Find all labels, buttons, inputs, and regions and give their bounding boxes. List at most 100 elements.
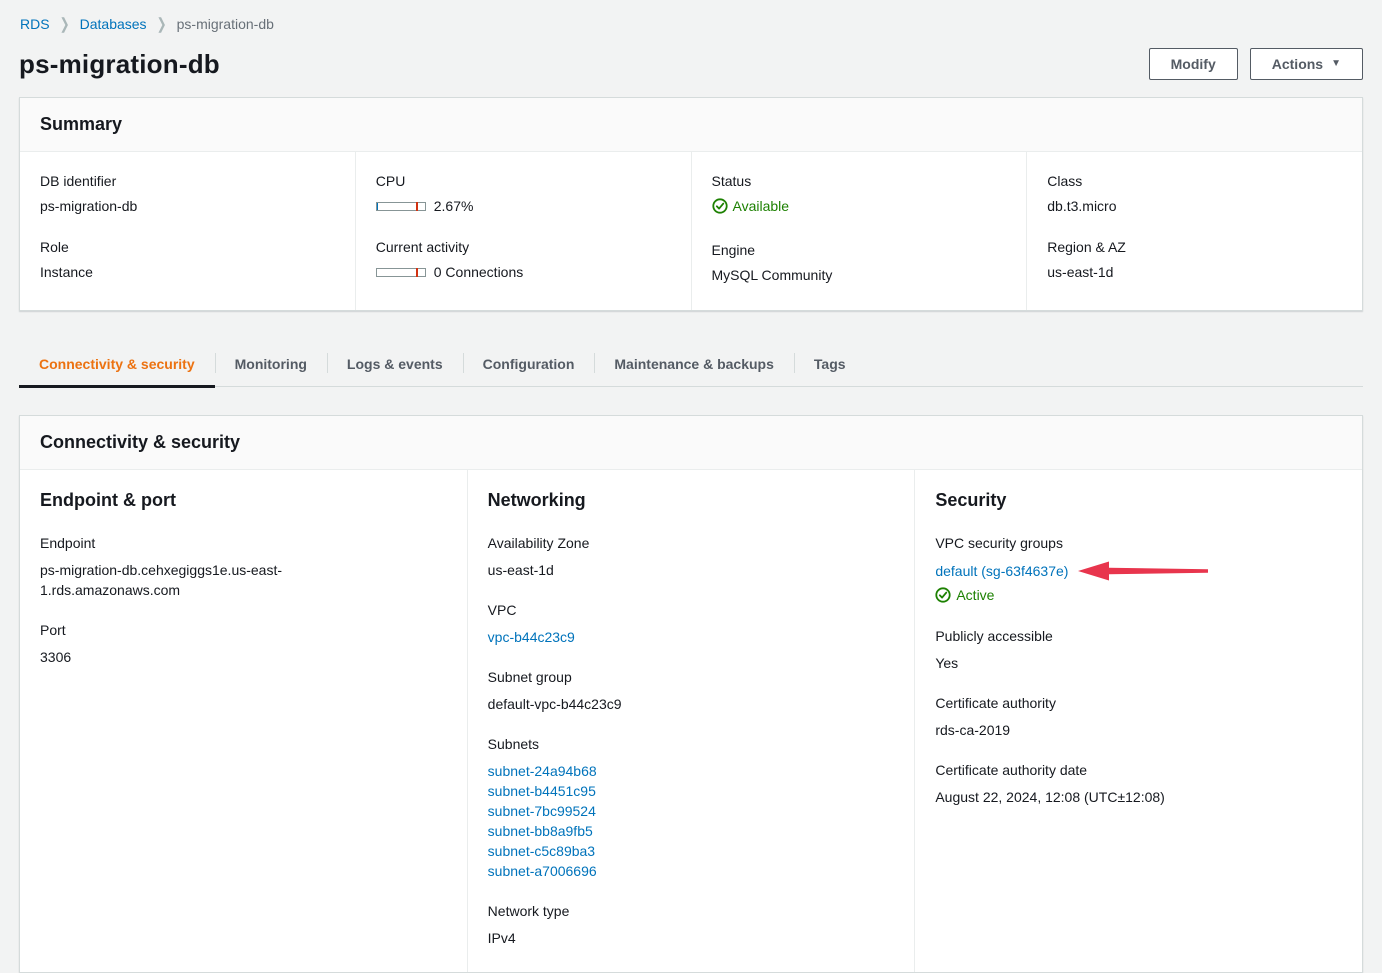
availability-zone-value: us-east-1d	[488, 560, 778, 580]
endpoint-port-heading: Endpoint & port	[40, 488, 447, 512]
field-subnet-group: Subnet group default-vpc-b44c23c9	[488, 668, 895, 714]
breadcrumb-link-databases[interactable]: Databases	[80, 16, 147, 32]
field-label: Publicly accessible	[935, 627, 1342, 645]
tab-maintenance-backups[interactable]: Maintenance & backups	[594, 344, 794, 386]
field-certificate-authority-date: Certificate authority date August 22, 20…	[935, 761, 1342, 807]
field-label: Engine	[712, 241, 1007, 259]
connections-gauge-row: 0 Connections	[376, 263, 671, 281]
tab-logs-events[interactable]: Logs & events	[327, 344, 463, 386]
caret-down-icon: ▼	[1331, 59, 1341, 69]
field-current-activity: Current activity 0 Connections	[376, 238, 671, 281]
tab-connectivity-security[interactable]: Connectivity & security	[19, 344, 215, 386]
field-engine: Engine MySQL Community	[712, 241, 1007, 284]
subnet-link[interactable]: subnet-c5c89ba3	[488, 841, 778, 861]
field-region-az: Region & AZ us-east-1d	[1047, 238, 1342, 281]
summary-col-utilization: CPU 2.67% Current activity	[355, 152, 691, 310]
tab-configuration[interactable]: Configuration	[463, 344, 595, 386]
field-label: VPC security groups	[935, 534, 1342, 552]
sg-status-badge: Active	[935, 587, 994, 603]
connectivity-panel-header: Connectivity & security	[20, 416, 1362, 470]
field-label: Current activity	[376, 238, 671, 256]
actions-button[interactable]: Actions ▼	[1250, 48, 1363, 80]
summary-grid: DB identifier ps-migration-db Role Insta…	[20, 152, 1362, 310]
connections-gauge-tick	[416, 268, 418, 277]
cpu-gauge-row: 2.67%	[376, 197, 671, 215]
field-label: DB identifier	[40, 172, 335, 190]
endpoint-value: ps-migration-db.cehxegiggs1e.us-east-1.r…	[40, 560, 330, 600]
tab-tags[interactable]: Tags	[794, 344, 866, 386]
field-label: Endpoint	[40, 534, 447, 552]
field-value: us-east-1d	[1047, 263, 1342, 281]
field-label: Certificate authority date	[935, 761, 1342, 779]
red-arrow-annotation-icon	[1078, 560, 1210, 582]
header-actions: Modify Actions ▼	[1149, 48, 1363, 80]
subnet-list: subnet-24a94b68 subnet-b4451c95 subnet-7…	[488, 761, 778, 881]
publicly-accessible-value: Yes	[935, 653, 1225, 673]
summary-col-identity: DB identifier ps-migration-db Role Insta…	[20, 152, 355, 310]
field-vpc: VPC vpc-b44c23c9	[488, 601, 895, 647]
connections-value: 0 Connections	[434, 263, 524, 281]
field-class: Class db.t3.micro	[1047, 172, 1342, 215]
security-column: Security VPC security groups default (sg…	[914, 470, 1362, 972]
field-role: Role Instance	[40, 238, 335, 281]
page-header: ps-migration-db Modify Actions ▼	[19, 48, 1363, 80]
field-label: Region & AZ	[1047, 238, 1342, 256]
security-group-link[interactable]: default (sg-63f4637e)	[935, 561, 1068, 581]
field-availability-zone: Availability Zone us-east-1d	[488, 534, 895, 580]
summary-col-status: Status Available Engine MySQL Commun	[691, 152, 1027, 310]
connections-gauge	[376, 268, 426, 277]
summary-panel: Summary DB identifier ps-migration-db Ro…	[19, 97, 1363, 311]
field-label: VPC	[488, 601, 895, 619]
port-value: 3306	[40, 647, 330, 667]
network-type-value: IPv4	[488, 928, 778, 948]
field-label: Role	[40, 238, 335, 256]
connectivity-grid: Endpoint & port Endpoint ps-migration-db…	[20, 470, 1362, 972]
breadcrumb-link-rds[interactable]: RDS	[20, 16, 50, 32]
chevron-right-icon: ❯	[60, 15, 70, 33]
tab-monitoring[interactable]: Monitoring	[215, 344, 327, 386]
security-heading: Security	[935, 488, 1342, 512]
field-subnets: Subnets subnet-24a94b68 subnet-b4451c95 …	[488, 735, 895, 881]
field-value: db.t3.micro	[1047, 197, 1342, 215]
summary-col-class: Class db.t3.micro Region & AZ us-east-1d	[1026, 152, 1362, 310]
subnet-group-value: default-vpc-b44c23c9	[488, 694, 778, 714]
field-status: Status Available	[712, 172, 1007, 218]
cpu-bar-fill	[377, 203, 378, 210]
cpu-value: 2.67%	[434, 197, 474, 215]
field-label: Certificate authority	[935, 694, 1342, 712]
field-port: Port 3306	[40, 621, 447, 667]
vpc-link[interactable]: vpc-b44c23c9	[488, 629, 575, 645]
networking-heading: Networking	[488, 488, 895, 512]
field-cpu: CPU 2.67%	[376, 172, 671, 215]
connectivity-panel: Connectivity & security Endpoint & port …	[19, 415, 1363, 973]
cpu-gauge-tick	[416, 202, 418, 211]
subnet-link[interactable]: subnet-7bc99524	[488, 801, 778, 821]
subnet-link[interactable]: subnet-bb8a9fb5	[488, 821, 778, 841]
page-title: ps-migration-db	[19, 49, 220, 80]
networking-column: Networking Availability Zone us-east-1d …	[467, 470, 915, 972]
cpu-gauge	[376, 202, 426, 211]
field-label: Status	[712, 172, 1007, 190]
rds-detail-page: RDS ❯ Databases ❯ ps-migration-db ps-mig…	[0, 0, 1382, 973]
actions-button-label: Actions	[1272, 56, 1323, 72]
certificate-authority-date-value: August 22, 2024, 12:08 (UTC±12:08)	[935, 787, 1225, 807]
modify-button[interactable]: Modify	[1149, 48, 1238, 80]
field-endpoint: Endpoint ps-migration-db.cehxegiggs1e.us…	[40, 534, 447, 600]
sg-status-text: Active	[956, 587, 994, 603]
subnet-link[interactable]: subnet-b4451c95	[488, 781, 778, 801]
summary-title: Summary	[40, 114, 1342, 135]
field-label: Subnets	[488, 735, 895, 753]
field-label: Class	[1047, 172, 1342, 190]
summary-panel-header: Summary	[20, 98, 1362, 152]
subnet-link[interactable]: subnet-a7006696	[488, 861, 778, 881]
endpoint-port-column: Endpoint & port Endpoint ps-migration-db…	[20, 470, 467, 972]
field-value: ps-migration-db	[40, 197, 335, 215]
field-label: Network type	[488, 902, 895, 920]
field-vpc-security-groups: VPC security groups default (sg-63f4637e…	[935, 534, 1342, 606]
field-network-type: Network type IPv4	[488, 902, 895, 948]
subnet-link[interactable]: subnet-24a94b68	[488, 761, 778, 781]
status-text: Available	[733, 197, 790, 215]
status-badge: Available	[712, 197, 790, 215]
field-certificate-authority: Certificate authority rds-ca-2019	[935, 694, 1342, 740]
certificate-authority-value: rds-ca-2019	[935, 720, 1225, 740]
